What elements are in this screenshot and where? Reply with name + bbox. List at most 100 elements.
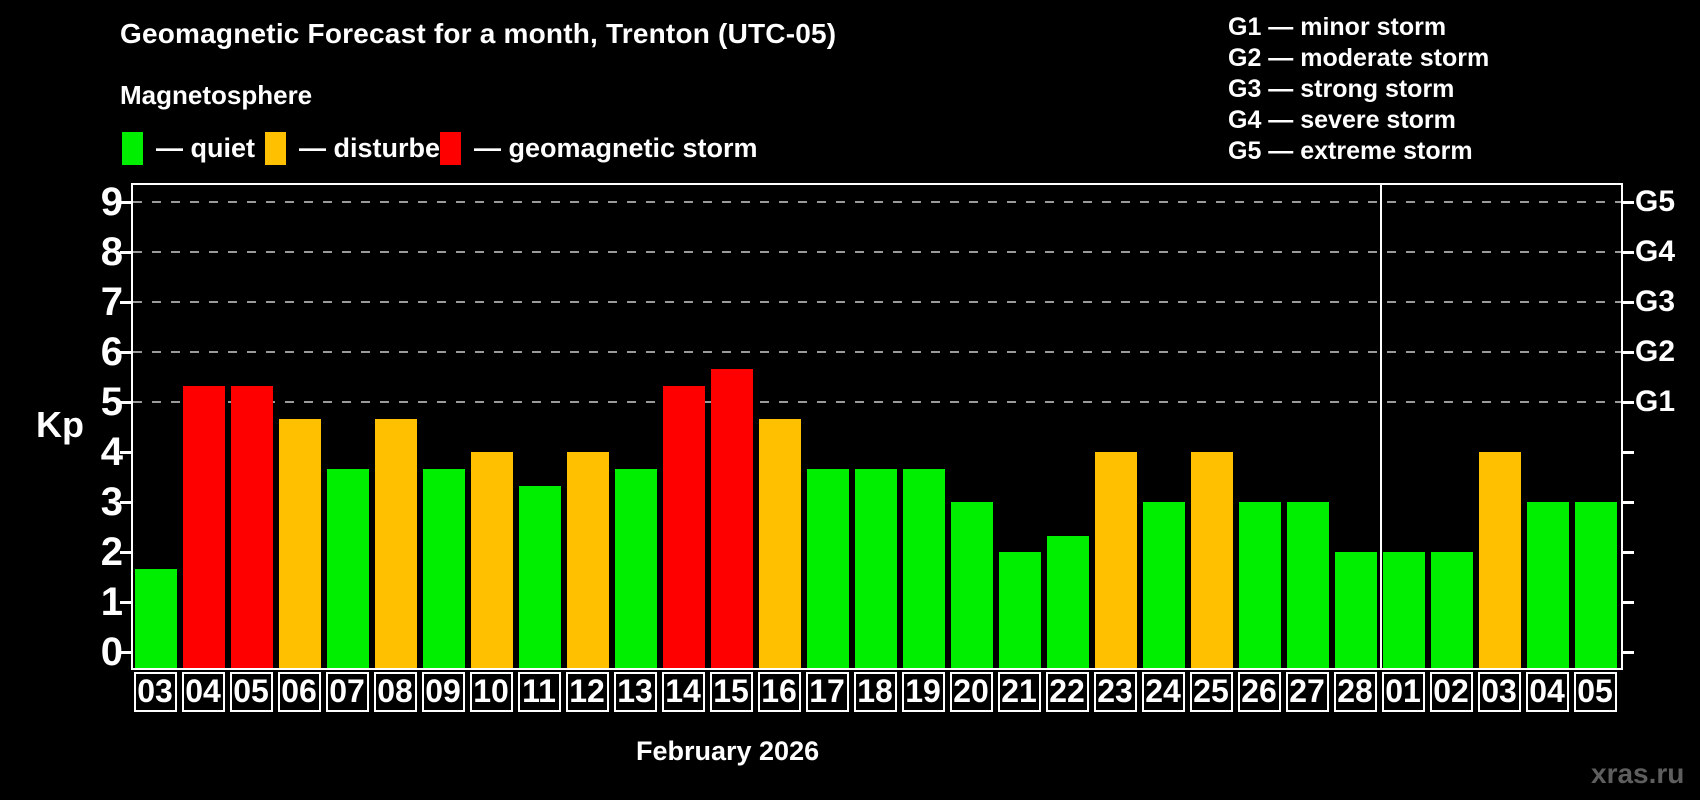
x-tick-label-09: 09 <box>421 672 465 712</box>
x-tick-label-26: 26 <box>1237 672 1281 712</box>
x-tick-label-16: 16 <box>757 672 801 712</box>
y-tick-label-8: 8 <box>100 230 123 274</box>
g-legend-line-2: G2 — moderate storm <box>1228 44 1490 72</box>
x-tick-label-08: 08 <box>373 672 417 712</box>
kp-bar-day-16 <box>759 418 801 668</box>
kp-bar-day-05 <box>1575 502 1617 668</box>
kp-bar-day-17 <box>807 468 849 668</box>
kp-bar-day-27 <box>1287 502 1329 668</box>
kp-bar-day-14 <box>663 385 705 668</box>
month-separator <box>1380 185 1382 668</box>
kp-bar-day-24 <box>1143 502 1185 668</box>
quiet-swatch <box>122 131 143 165</box>
legend-label-storm: — geomagnetic storm <box>474 132 758 163</box>
kp-bar-day-18 <box>855 468 897 668</box>
y-tick-right-4 <box>1623 451 1634 454</box>
x-tick-label-20: 20 <box>949 672 993 712</box>
y-tick-label-7: 7 <box>100 280 123 324</box>
y-tick-label-1: 1 <box>100 580 123 624</box>
chart-title: Geomagnetic Forecast for a month, Trento… <box>120 18 837 49</box>
x-tick-label-03: 03 <box>133 672 177 712</box>
kp-bar-day-05 <box>231 385 273 668</box>
kp-bar-day-03 <box>135 568 177 668</box>
y-tick-left-2 <box>120 551 131 554</box>
y-tick-label-5: 5 <box>100 380 123 424</box>
x-tick-label-02: 02 <box>1429 672 1473 712</box>
legend-item-storm: — geomagnetic storm <box>440 131 758 165</box>
g-level-label-G2: G2 <box>1635 335 1676 368</box>
y-tick-left-5 <box>120 401 131 404</box>
legend-label-quiet: — quiet <box>156 132 255 163</box>
kp-bar-day-10 <box>471 452 513 668</box>
y-axis-title: Kp <box>36 404 84 445</box>
x-tick-label-01: 01 <box>1381 672 1425 712</box>
kp-bar-day-04 <box>1527 502 1569 668</box>
y-tick-right-6 <box>1623 351 1634 354</box>
y-tick-label-3: 3 <box>100 480 123 524</box>
disturbed-swatch <box>265 131 286 165</box>
gridline-kp-8 <box>133 251 1621 253</box>
x-tick-label-05: 05 <box>1573 672 1617 712</box>
x-tick-label-11: 11 <box>517 672 561 712</box>
x-tick-label-27: 27 <box>1285 672 1329 712</box>
x-tick-label-28: 28 <box>1333 672 1377 712</box>
x-tick-label-21: 21 <box>997 672 1041 712</box>
g-level-label-G1: G1 <box>1635 385 1676 418</box>
x-tick-label-13: 13 <box>613 672 657 712</box>
y-tick-right-1 <box>1623 601 1634 604</box>
kp-bar-day-01 <box>1383 552 1425 668</box>
x-tick-label-05: 05 <box>229 672 273 712</box>
g-legend-line-5: G5 — extreme storm <box>1228 137 1473 165</box>
g-level-label-G5: G5 <box>1635 185 1676 218</box>
storm-swatch <box>440 131 461 165</box>
legend-label-disturbed: — disturbed <box>299 132 457 163</box>
kp-bar-day-12 <box>567 452 609 668</box>
y-tick-right-5 <box>1623 401 1634 404</box>
g-level-label-G4: G4 <box>1635 235 1676 268</box>
y-tick-label-6: 6 <box>100 330 123 374</box>
x-axis-title: February 2026 <box>636 736 820 766</box>
y-tick-right-3 <box>1623 501 1634 504</box>
g-legend-line-3: G3 — strong storm <box>1228 75 1455 103</box>
g-scale-legend: G1 — minor storm G2 — moderate storm G3 — … <box>1228 12 1489 167</box>
y-tick-right-8 <box>1623 251 1634 254</box>
x-tick-label-15: 15 <box>709 672 753 712</box>
kp-bar-plot: 0 1 2 3 4 5 6 7 8 9 G1 G2 G3 G4 G5 03 04 05 06 07 08 09 10 11 12… <box>101 180 1675 712</box>
kp-bar-day-06 <box>279 418 321 668</box>
kp-bar-day-28 <box>1335 552 1377 668</box>
x-tick-label-07: 07 <box>325 672 369 712</box>
g-level-label-G3: G3 <box>1635 285 1676 318</box>
x-tick-label-22: 22 <box>1045 672 1089 712</box>
kp-bar-day-09 <box>423 468 465 668</box>
kp-bar-day-23 <box>1095 452 1137 668</box>
y-tick-left-0 <box>120 651 131 654</box>
y-tick-right-2 <box>1623 551 1634 554</box>
gridline-kp-9 <box>133 201 1621 203</box>
y-tick-label-2: 2 <box>100 530 123 574</box>
kp-bar-day-20 <box>951 502 993 668</box>
y-tick-left-3 <box>120 501 131 504</box>
legend-item-quiet: — quiet <box>122 131 255 165</box>
x-tick-label-23: 23 <box>1093 672 1137 712</box>
y-tick-left-4 <box>120 451 131 454</box>
y-tick-left-1 <box>120 601 131 604</box>
kp-bar-day-19 <box>903 468 945 668</box>
color-legend: — quiet — disturbed — geomagnetic storm <box>0 131 1700 167</box>
y-tick-right-7 <box>1623 301 1634 304</box>
kp-bar-day-15 <box>711 368 753 668</box>
g-legend-line-1: G1 — minor storm <box>1228 13 1447 41</box>
x-tick-label-24: 24 <box>1141 672 1185 712</box>
gridline-kp-6 <box>133 351 1621 353</box>
magnetosphere-label: Magnetosphere <box>120 80 313 110</box>
y-tick-right-0 <box>1623 651 1634 654</box>
x-tick-label-12: 12 <box>565 672 609 712</box>
kp-bar-day-25 <box>1191 452 1233 668</box>
y-tick-left-6 <box>120 351 131 354</box>
gridline-kp-5 <box>133 401 1621 403</box>
x-tick-label-17: 17 <box>805 672 849 712</box>
kp-bar-day-02 <box>1431 552 1473 668</box>
g-legend-line-4: G4 — severe storm <box>1228 106 1456 134</box>
gridline-kp-7 <box>133 301 1621 303</box>
legend-item-disturbed: — disturbed <box>265 131 457 165</box>
